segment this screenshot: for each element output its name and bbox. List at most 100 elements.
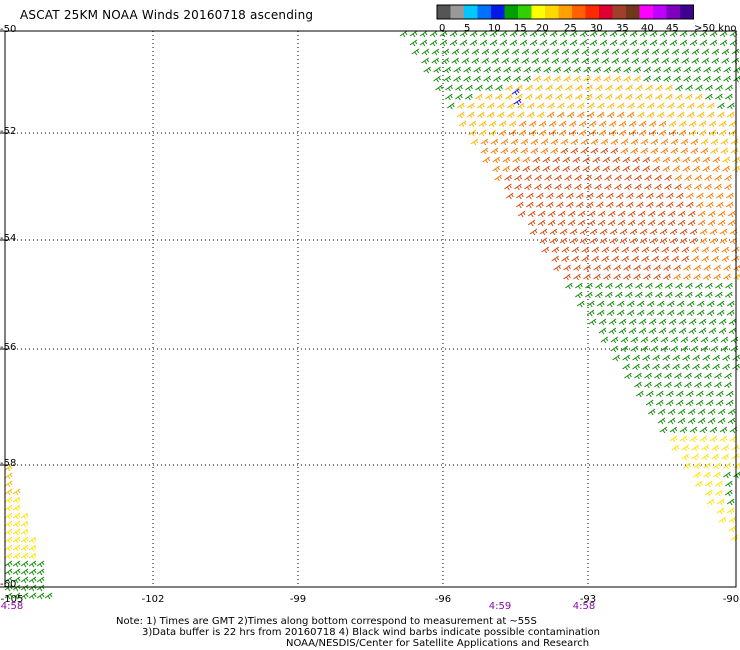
wind-barb — [728, 327, 737, 335]
wind-barb — [691, 453, 700, 461]
wind-barb — [667, 219, 676, 227]
wind-barb — [706, 111, 715, 119]
wind-barb — [584, 291, 593, 299]
wind-barb — [553, 264, 561, 272]
wind-barb — [593, 273, 601, 281]
wind-barb — [605, 93, 613, 101]
wind-barb — [569, 228, 578, 236]
wind-barb — [526, 192, 534, 200]
wind-barb — [629, 237, 638, 245]
wind-barb — [28, 592, 37, 600]
wind-barb — [488, 129, 497, 137]
wind-barb — [433, 75, 441, 83]
wind-barb — [674, 291, 683, 299]
wind-barb — [689, 435, 698, 443]
lat-lon-grid — [0, 30, 736, 588]
wind-barb — [463, 66, 472, 74]
wind-barb — [555, 84, 563, 92]
wind-barb — [493, 66, 502, 74]
wind-barb — [641, 57, 650, 65]
wind-barb — [519, 30, 528, 38]
wind-barb — [657, 210, 666, 218]
wind-barb — [533, 66, 542, 74]
wind-barb — [582, 156, 591, 164]
wind-barb — [587, 210, 596, 218]
wind-barb — [669, 39, 678, 47]
wind-barb — [654, 174, 662, 182]
wind-barb — [695, 480, 703, 488]
wind-barb — [724, 174, 732, 182]
wind-barb — [634, 381, 642, 389]
wind-barb — [722, 156, 731, 164]
colorbar-tick-label: 15 — [514, 23, 527, 34]
wind-barb — [429, 39, 438, 47]
wind-barb — [726, 309, 735, 317]
wind-barb — [689, 237, 698, 245]
wind-barb — [703, 471, 711, 479]
wind-barb — [12, 488, 21, 496]
wind-barb — [629, 228, 638, 236]
wind-barb — [461, 48, 470, 56]
wind-barb — [726, 102, 735, 110]
wind-barb — [529, 39, 538, 47]
wind-barb — [638, 327, 647, 335]
wind-barb — [12, 544, 21, 552]
wind-barb — [399, 30, 408, 38]
wind-barb — [692, 363, 700, 371]
wind-barb — [716, 498, 725, 506]
wind-barb — [645, 399, 654, 407]
wind-barb — [641, 246, 650, 254]
wind-barb — [696, 192, 704, 200]
wind-barb — [708, 327, 717, 335]
wind-barb — [693, 462, 701, 470]
colorbar-tick-label: 45 — [666, 23, 679, 34]
wind-barb — [692, 165, 701, 173]
wind-barb — [491, 57, 500, 65]
wind-barb — [632, 363, 640, 371]
wind-barb — [618, 120, 627, 128]
wind-barb — [623, 264, 631, 272]
wind-barb — [543, 66, 552, 74]
wind-barb — [4, 528, 13, 536]
lat-label-54: -54 — [0, 233, 17, 244]
colorbar-segment — [437, 5, 451, 19]
wind-barb — [661, 246, 670, 254]
wind-barb — [605, 84, 613, 92]
wind-barb — [419, 30, 428, 38]
wind-barb — [536, 192, 544, 200]
wind-barb — [4, 592, 13, 600]
wind-barb — [698, 318, 707, 326]
wind-barb — [456, 102, 465, 110]
wind-barb — [540, 138, 549, 146]
wind-barb — [645, 84, 653, 92]
wind-barb — [711, 255, 720, 263]
wind-barb — [586, 309, 595, 317]
wind-barb — [594, 291, 603, 299]
wind-barb — [666, 300, 675, 308]
wind-barb — [648, 120, 657, 128]
wind-barb — [421, 57, 430, 65]
wind-barb — [518, 129, 527, 137]
wind-barb — [602, 165, 611, 173]
wind-barb — [606, 111, 615, 119]
wind-barb — [574, 291, 583, 299]
wind-barb — [535, 201, 544, 209]
wind-barb — [708, 120, 717, 128]
wind-barb — [714, 489, 723, 497]
wind-barb — [613, 75, 621, 83]
wind-barb — [466, 102, 475, 110]
wind-barb — [727, 210, 736, 218]
wind-barb — [445, 84, 453, 92]
wind-barb — [653, 75, 661, 83]
wind-barb — [650, 138, 659, 146]
wind-barb — [627, 219, 636, 227]
wind-barb — [515, 201, 524, 209]
wind-barb — [730, 534, 739, 542]
wind-barb — [409, 30, 418, 38]
wind-barb — [694, 183, 702, 191]
wind-barb — [683, 75, 691, 83]
wind-barb — [593, 75, 601, 83]
wind-barb — [626, 192, 634, 200]
wind-barb — [731, 444, 740, 452]
